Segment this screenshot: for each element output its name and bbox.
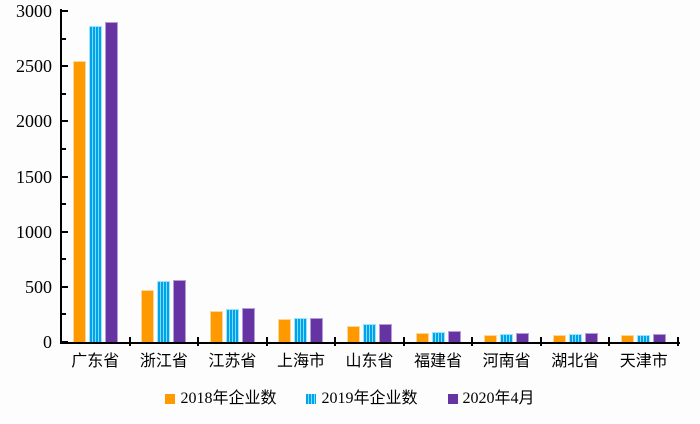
legend-label: 2018年企业数 — [180, 390, 277, 407]
bar-series-3 — [516, 333, 530, 342]
bar-series-2 — [637, 335, 651, 342]
x-boundary-tick — [539, 337, 542, 346]
x-boundary-tick — [402, 337, 405, 346]
legend-swatch-icon — [306, 394, 317, 404]
y-minor-tick — [62, 313, 66, 316]
y-minor-tick — [62, 258, 66, 261]
bar-series-1 — [415, 333, 429, 342]
y-tick-label: 500 — [25, 276, 52, 297]
legend-label: 2019年企业数 — [321, 390, 418, 407]
y-minor-tick — [62, 37, 66, 40]
bar-series-1 — [347, 326, 361, 342]
bar-group — [541, 11, 610, 342]
legend-item: 2018年企业数 — [165, 389, 276, 409]
x-category-label: 江苏省 — [208, 353, 257, 370]
bar-series-3 — [173, 280, 187, 342]
y-major-tick — [62, 65, 68, 68]
x-boundary-tick — [334, 337, 337, 346]
bar-series-1 — [552, 335, 566, 342]
bar-group — [610, 11, 679, 342]
x-category-label: 山东省 — [345, 353, 394, 370]
bar-group — [267, 11, 336, 342]
bar-series-2 — [294, 318, 308, 342]
bar-series-3 — [379, 324, 393, 342]
bar-series-1 — [72, 61, 86, 342]
y-tick-label: 0 — [43, 332, 52, 352]
bar-series-2 — [225, 309, 239, 342]
x-boundary-tick — [197, 337, 200, 346]
bar-series-2 — [157, 281, 171, 342]
bar-series-2 — [500, 334, 514, 342]
x-category-label: 天津市 — [619, 353, 668, 370]
y-major-tick — [62, 230, 68, 233]
y-minor-tick — [62, 203, 66, 206]
bar-group — [404, 11, 473, 342]
bar-series-3 — [653, 334, 667, 342]
legend: 2018年企业数 2019年企业数 2020年4月 — [0, 389, 700, 409]
bar-group — [61, 11, 130, 342]
x-category-label: 上海市 — [276, 353, 325, 370]
x-category-label: 广东省 — [71, 353, 120, 370]
bar-series-1 — [621, 335, 635, 342]
bar-series-3 — [241, 308, 255, 342]
bar-group — [198, 11, 267, 342]
y-tick-label: 1500 — [16, 166, 52, 187]
x-category-label: 浙江省 — [139, 353, 188, 370]
y-major-tick — [62, 120, 68, 123]
legend-item: 2019年企业数 — [306, 389, 418, 409]
bar-group — [335, 11, 404, 342]
bar-series-1 — [141, 290, 155, 342]
y-tick-label: 1000 — [16, 221, 52, 242]
bar-series-2 — [363, 324, 377, 342]
bar-group — [130, 11, 199, 342]
bar-series-2 — [431, 332, 445, 342]
bar-series-3 — [104, 22, 118, 342]
x-boundary-tick — [677, 337, 679, 346]
y-tick-label: 3000 — [16, 1, 52, 21]
x-boundary-tick — [608, 337, 611, 346]
legend-swatch-icon — [447, 394, 458, 404]
legend-item: 2020年4月 — [447, 389, 535, 409]
bar-series-2 — [88, 26, 102, 342]
x-category-label: 湖北省 — [551, 353, 600, 370]
x-axis-labels: 广东省 浙江省 江苏省 上海市 山东省 福建省 河南省 湖北省 天津市 — [61, 351, 678, 373]
y-tick-label: 2000 — [16, 111, 52, 132]
legend-label: 2020年4月 — [462, 390, 535, 407]
x-axis-line — [60, 342, 680, 344]
bar-series-1 — [209, 311, 223, 342]
y-axis-line — [60, 9, 62, 344]
bar-series-3 — [584, 333, 598, 342]
x-boundary-tick — [128, 337, 131, 346]
y-major-tick — [62, 285, 68, 288]
plot-area — [61, 11, 678, 342]
y-major-tick — [62, 10, 68, 12]
y-tick-label: 2500 — [16, 56, 52, 77]
bar-group — [472, 11, 541, 342]
bar-series-2 — [568, 334, 582, 342]
legend-swatch-icon — [165, 394, 176, 404]
bar-series-3 — [310, 318, 324, 342]
x-category-label: 福建省 — [414, 353, 463, 370]
x-boundary-tick — [265, 337, 268, 346]
y-minor-tick — [62, 92, 66, 95]
bar-series-3 — [447, 331, 461, 342]
bar-series-1 — [278, 319, 292, 342]
y-major-tick — [62, 175, 68, 178]
x-category-label: 河南省 — [482, 353, 531, 370]
x-boundary-tick — [471, 337, 474, 346]
y-minor-tick — [62, 147, 66, 150]
bar-series-1 — [484, 335, 498, 342]
y-major-tick — [62, 341, 68, 343]
